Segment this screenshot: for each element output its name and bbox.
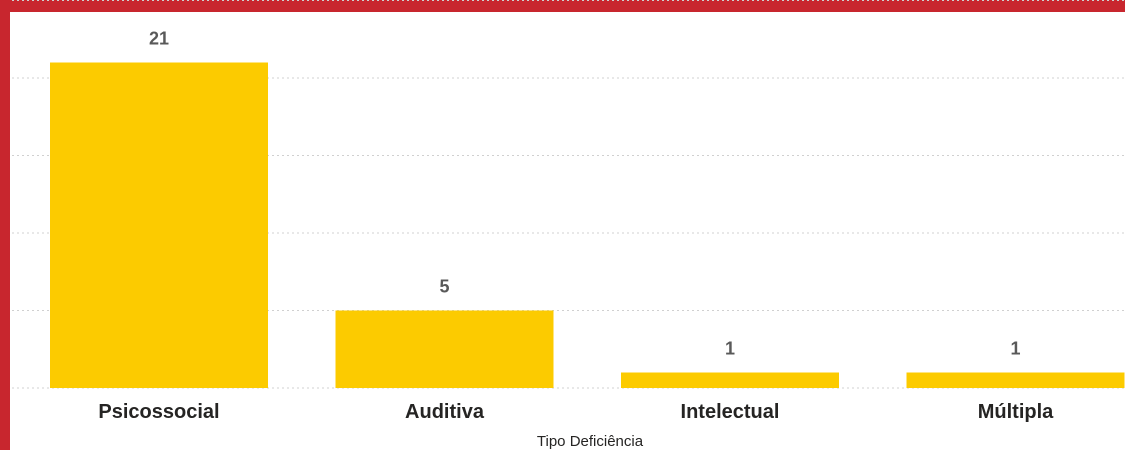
- data-label: 1: [725, 339, 735, 359]
- data-label: 1: [1010, 339, 1020, 359]
- bar-auditiva[interactable]: [335, 310, 554, 389]
- category-labels: Psicossocial Auditiva Intelectual Múltipla: [98, 401, 1054, 423]
- data-labels: 21 5 1 1: [149, 29, 1021, 359]
- data-label: 5: [439, 277, 449, 297]
- category-label: Intelectual: [681, 401, 780, 423]
- category-label: Auditiva: [405, 401, 485, 423]
- bars: [50, 62, 1125, 389]
- category-label: Psicossocial: [98, 401, 219, 423]
- bar-múltipla[interactable]: [906, 372, 1125, 389]
- data-label: 21: [149, 29, 169, 49]
- x-axis-title: Tipo Deficiência: [537, 433, 644, 450]
- bar-intelectual[interactable]: [621, 372, 839, 389]
- category-label: Múltipla: [978, 401, 1054, 423]
- bar-psicossocial[interactable]: [50, 62, 268, 389]
